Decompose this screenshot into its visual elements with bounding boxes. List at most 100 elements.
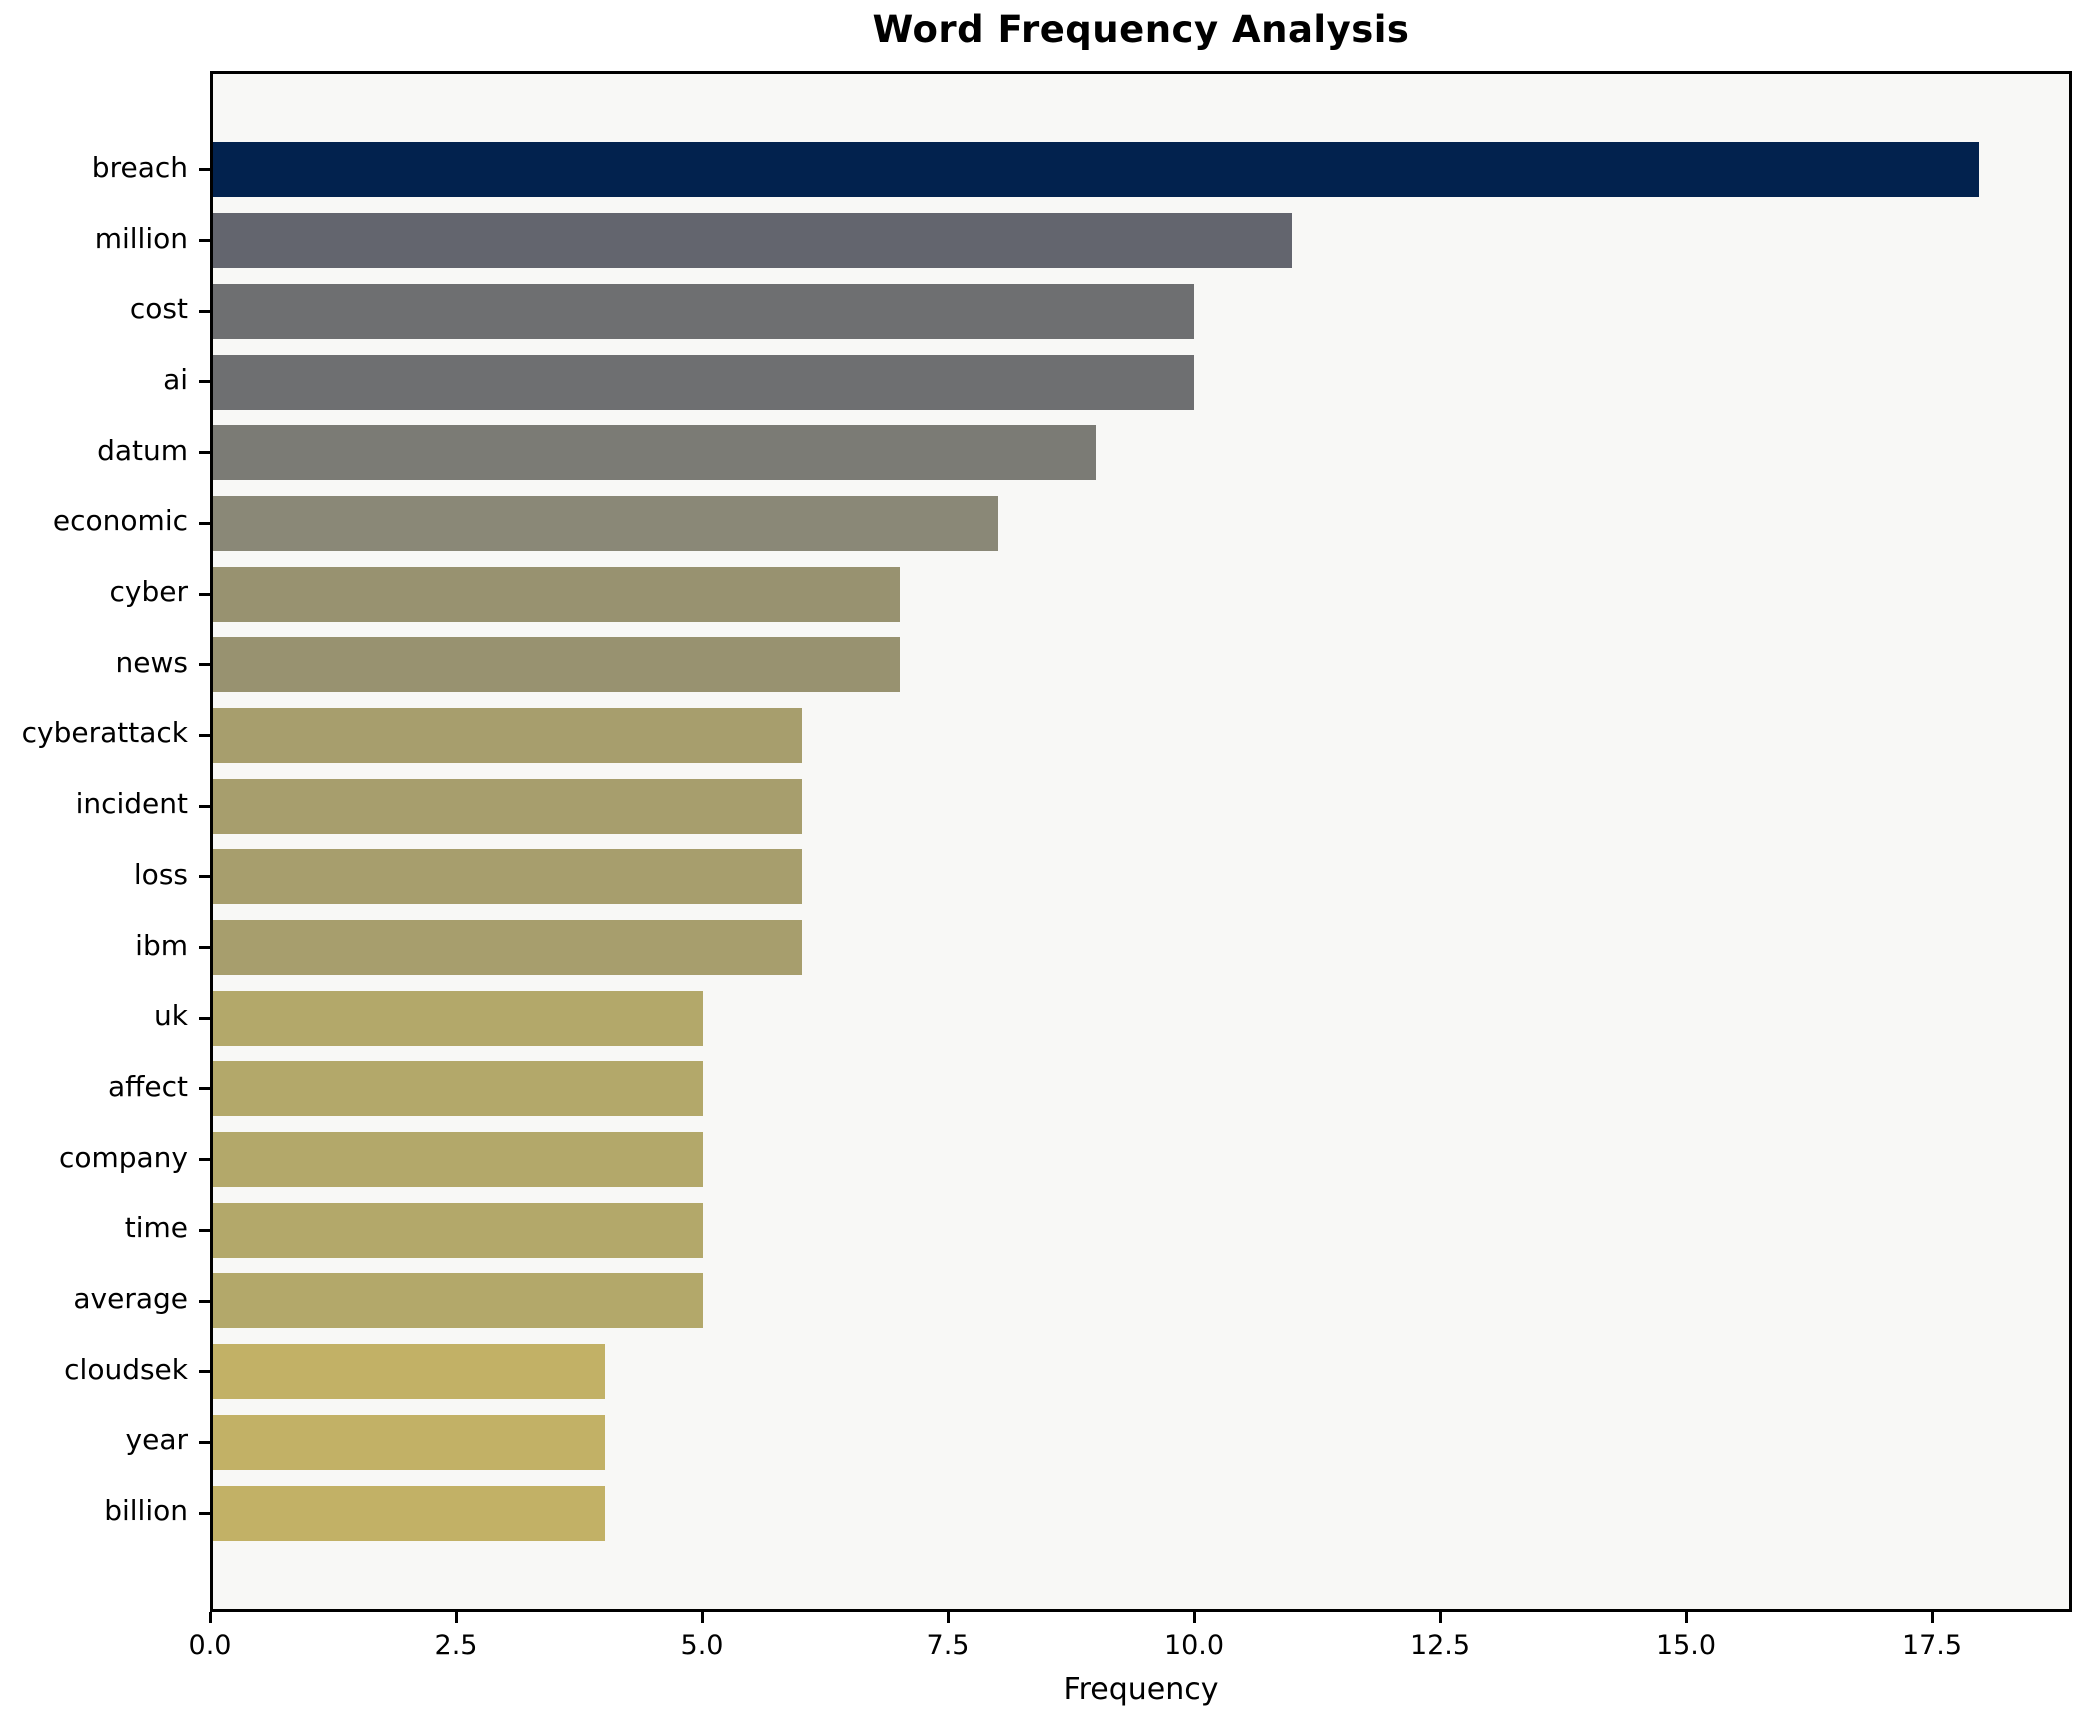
y-tick-label-million: million (94, 221, 188, 255)
bar-row-breach (213, 135, 2069, 206)
y-tick-label-datum: datum (97, 433, 188, 467)
y-tick-mark (199, 168, 210, 172)
y-tick-label-breach: breach (91, 150, 188, 184)
bar-row-incident (213, 771, 2069, 842)
y-tick-label-economic: economic (52, 504, 188, 538)
bar-row-average (213, 1266, 2069, 1337)
x-tick-label-0.0: 0.0 (188, 1630, 232, 1661)
y-tick-mark (199, 1440, 210, 1444)
x-tick-mark (454, 1612, 458, 1623)
y-tick-label-cyberattack: cyberattack (21, 716, 188, 750)
y-tick-mark (199, 451, 210, 455)
y-tick-mark (199, 733, 210, 737)
bar-ai (213, 354, 1194, 410)
y-tick-mark (199, 239, 210, 243)
bar-affect (213, 1061, 704, 1117)
y-tick-mark (199, 875, 210, 879)
y-tick-mark (199, 521, 210, 525)
y-tick-label-company: company (58, 1140, 188, 1174)
y-tick-mark (199, 592, 210, 596)
bar-row-uk (213, 983, 2069, 1054)
y-tick-label-year: year (125, 1423, 188, 1457)
x-tick-mark (208, 1612, 212, 1623)
y-tick-label-cyber: cyber (109, 575, 188, 609)
y-tick-label-uk: uk (154, 999, 188, 1033)
bar-row-time (213, 1195, 2069, 1266)
bar-billion (213, 1485, 606, 1541)
x-tick-label-10.0: 10.0 (1163, 1630, 1225, 1661)
plot-area (210, 71, 2072, 1612)
x-tick-mark (946, 1612, 950, 1623)
x-tick-label-5.0: 5.0 (680, 1630, 724, 1661)
bar-row-million (213, 205, 2069, 276)
y-tick-mark (199, 1299, 210, 1303)
x-tick-mark (700, 1612, 704, 1623)
bar-cyber (213, 566, 900, 622)
y-tick-label-cost: cost (129, 292, 188, 326)
y-tick-label-average: average (73, 1282, 188, 1316)
y-tick-label-ibm: ibm (135, 928, 188, 962)
y-tick-label-incident: incident (75, 787, 188, 821)
x-tick-mark (1930, 1612, 1934, 1623)
y-tick-label-ai: ai (163, 362, 188, 396)
bar-row-company (213, 1124, 2069, 1195)
y-tick-mark (199, 1228, 210, 1232)
y-tick-mark (199, 1016, 210, 1020)
bar-row-economic (213, 488, 2069, 559)
bar-row-ai (213, 347, 2069, 418)
bar-loss (213, 849, 802, 905)
y-tick-mark (199, 1158, 210, 1162)
bar-incident (213, 778, 802, 834)
bar-million (213, 213, 1293, 269)
bar-average (213, 1273, 704, 1329)
bar-row-datum (213, 417, 2069, 488)
x-axis-title: Frequency (1063, 1672, 1219, 1707)
bar-uk (213, 990, 704, 1046)
bar-cyberattack (213, 707, 802, 763)
chart-title: Word Frequency Analysis (872, 8, 1410, 51)
x-tick-label-17.5: 17.5 (1901, 1630, 1963, 1661)
x-tick-label-15.0: 15.0 (1655, 1630, 1717, 1661)
bar-ibm (213, 920, 802, 976)
y-tick-mark (199, 663, 210, 667)
bar-row-cost (213, 276, 2069, 347)
bar-time (213, 1202, 704, 1258)
y-tick-mark (199, 1511, 210, 1515)
bar-row-cloudsek (213, 1336, 2069, 1407)
x-tick-label-12.5: 12.5 (1409, 1630, 1471, 1661)
y-tick-mark (199, 380, 210, 384)
y-tick-mark (199, 946, 210, 950)
bar-row-cyber (213, 559, 2069, 630)
bar-row-year (213, 1407, 2069, 1478)
y-tick-mark (199, 804, 210, 808)
y-tick-label-loss: loss (133, 857, 188, 891)
bar-breach (213, 142, 1979, 198)
bar-row-ibm (213, 912, 2069, 983)
y-tick-label-time: time (124, 1211, 188, 1245)
bar-company (213, 1132, 704, 1188)
x-tick-mark (1684, 1612, 1688, 1623)
bar-row-billion (213, 1478, 2069, 1549)
x-tick-label-7.5: 7.5 (926, 1630, 970, 1661)
bar-economic (213, 495, 998, 551)
bar-datum (213, 425, 1096, 481)
bar-row-affect (213, 1054, 2069, 1125)
y-tick-label-cloudsek: cloudsek (64, 1352, 188, 1386)
bar-news (213, 637, 900, 693)
y-tick-mark (199, 309, 210, 313)
y-tick-label-affect: affect (107, 1069, 188, 1103)
y-tick-mark (199, 1087, 210, 1091)
bar-year (213, 1414, 606, 1470)
bar-row-cyberattack (213, 700, 2069, 771)
y-tick-mark (199, 1370, 210, 1374)
bar-row-loss (213, 842, 2069, 913)
y-tick-label-billion: billion (104, 1494, 188, 1528)
x-tick-mark (1438, 1612, 1442, 1623)
x-tick-mark (1192, 1612, 1196, 1623)
y-tick-label-news: news (115, 645, 188, 679)
x-tick-label-2.5: 2.5 (434, 1630, 478, 1661)
bars-container (213, 74, 2069, 1609)
bar-cost (213, 283, 1194, 339)
bar-cloudsek (213, 1344, 606, 1400)
